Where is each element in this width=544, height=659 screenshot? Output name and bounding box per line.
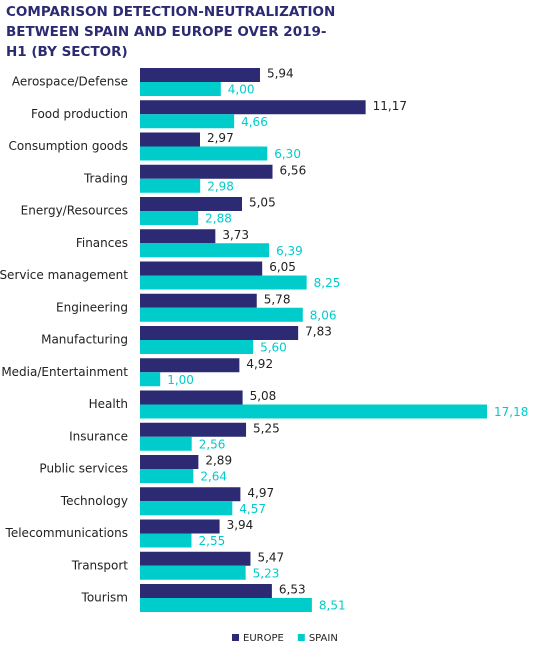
bar: [140, 132, 200, 147]
bar: [140, 100, 366, 115]
bar: [140, 82, 221, 96]
bar: [140, 469, 194, 483]
legend-swatch: [232, 634, 239, 641]
value-label: 6,39: [276, 244, 303, 258]
bar: [140, 487, 241, 502]
value-label: 2,89: [205, 454, 232, 468]
bar: [140, 584, 272, 598]
value-label: 2,88: [205, 212, 232, 226]
y-tick-label: Transport: [71, 558, 129, 572]
value-label: 17,18: [494, 405, 528, 419]
value-label: 8,25: [314, 276, 341, 290]
bar: [140, 340, 254, 354]
legend-label: SPAIN: [309, 633, 338, 644]
value-label: 6,05: [269, 260, 296, 274]
bar: [140, 358, 240, 373]
value-label: 1,00: [167, 373, 194, 387]
bar: [140, 519, 220, 534]
value-label: 4,00: [228, 83, 255, 97]
value-label: 5,23: [253, 566, 280, 580]
value-label: 3,94: [227, 518, 254, 532]
value-label: 3,73: [222, 228, 249, 242]
bar: [140, 372, 161, 387]
bar: [140, 565, 246, 580]
bar: [140, 551, 251, 566]
legend-label: EUROPE: [243, 633, 284, 644]
bar: [140, 146, 268, 161]
bar: [140, 390, 243, 405]
value-label: 2,55: [199, 534, 226, 548]
value-label: 5,78: [264, 292, 291, 306]
y-tick-label: Energy/Resources: [21, 204, 128, 218]
bar: [140, 243, 270, 258]
value-label: 5,47: [257, 550, 284, 564]
value-label: 5,25: [253, 421, 280, 435]
value-label: 4,66: [241, 115, 268, 129]
bar: [140, 436, 192, 451]
value-label: 5,94: [267, 67, 294, 81]
bar: [140, 68, 260, 82]
value-label: 5,05: [249, 196, 276, 210]
bar: [140, 229, 216, 244]
bar: [140, 455, 199, 469]
bar: [140, 326, 299, 340]
bar: [140, 533, 192, 548]
value-label: 6,30: [274, 147, 301, 161]
value-label: 8,06: [310, 308, 337, 322]
bar: [140, 293, 257, 308]
y-tick-label: Manufacturing: [41, 333, 128, 347]
bar: [140, 422, 247, 437]
y-tick-label: Technology: [60, 494, 128, 508]
value-label: 2,97: [207, 131, 234, 145]
bar: [140, 164, 273, 179]
bar: [140, 404, 487, 419]
y-tick-label: Engineering: [56, 300, 128, 314]
value-label: 4,92: [246, 357, 273, 371]
y-tick-label: Trading: [83, 171, 128, 185]
y-tick-label: Public services: [39, 462, 128, 476]
value-label: 6,56: [279, 163, 306, 177]
bar: [140, 211, 199, 225]
y-tick-label: Insurance: [69, 429, 128, 443]
value-label: 4,57: [239, 502, 266, 516]
y-tick-label: Aerospace/Defense: [12, 75, 128, 89]
bar: [140, 178, 201, 193]
value-label: 2,98: [207, 179, 234, 193]
bar: [140, 261, 263, 276]
y-tick-label: Media/Entertainment: [1, 365, 128, 379]
value-label: 11,17: [373, 99, 407, 113]
bar: [140, 114, 235, 129]
y-tick-label: Food production: [31, 107, 128, 121]
y-tick-label: Telecommunications: [5, 526, 128, 540]
y-tick-label: Tourism: [81, 591, 128, 605]
value-label: 7,83: [305, 325, 332, 339]
value-label: 4,97: [247, 486, 274, 500]
bar: [140, 307, 303, 322]
value-label: 8,51: [319, 599, 346, 613]
value-label: 5,08: [250, 389, 277, 403]
value-label: 5,60: [260, 341, 287, 355]
legend-swatch: [297, 634, 305, 641]
bar: [140, 275, 307, 290]
y-tick-label: Consumption goods: [9, 139, 128, 153]
bar: [140, 197, 242, 211]
y-tick-label: Service management: [0, 268, 128, 282]
value-label: 2,64: [200, 470, 227, 484]
value-label: 2,56: [199, 437, 226, 451]
y-tick-label: Finances: [76, 236, 128, 250]
y-tick-label: Health: [89, 397, 128, 411]
bar: [140, 598, 312, 612]
chart-title: COMPARISON DETECTION-NEUTRALIZATION BETW…: [6, 4, 336, 60]
bar: [140, 501, 233, 516]
value-label: 6,53: [279, 583, 306, 597]
